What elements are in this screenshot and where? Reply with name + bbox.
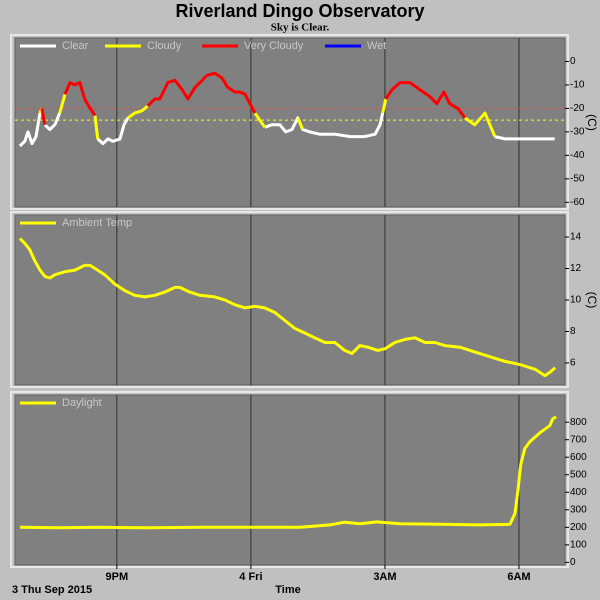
y-tick-label: -10 — [570, 80, 585, 91]
x-tick-label: 6AM — [507, 571, 530, 583]
date-label: 3 Thu Sep 2015 — [12, 584, 92, 596]
plot-area — [14, 37, 566, 208]
y-tick-label: 500 — [570, 469, 587, 480]
y-tick-label: 100 — [570, 539, 587, 550]
y-axis-label: (C) — [585, 114, 599, 131]
y-tick-label: 0 — [570, 557, 576, 568]
x-axis-label: Time — [275, 584, 300, 596]
y-tick-label: 10 — [570, 295, 582, 306]
series-line — [18, 112, 555, 148]
x-tick-label: 4 Fri — [239, 571, 262, 583]
legend-label: Cloudy — [147, 40, 182, 52]
y-tick-label: 400 — [570, 487, 587, 498]
chart-title: Riverland Dingo Observatory — [175, 1, 424, 21]
y-tick-label: 8 — [570, 326, 576, 337]
x-tick-label: 9PM — [106, 571, 129, 583]
chart-subtitle: Sky is Clear. — [271, 22, 330, 34]
y-tick-label: 12 — [570, 263, 582, 274]
legend-label: Very Cloudy — [244, 40, 304, 52]
y-tick-label: 800 — [570, 417, 587, 428]
y-tick-label: -30 — [570, 127, 585, 138]
series-line — [19, 415, 557, 530]
x-tick-label: 3AM — [373, 571, 396, 583]
panel-frame — [10, 34, 569, 210]
y-axis-label: (C) — [585, 292, 599, 309]
series-line — [40, 71, 467, 126]
y-tick-label: -20 — [570, 103, 585, 114]
y-tick-label: 6 — [570, 358, 576, 369]
y-tick-label: 0 — [570, 56, 576, 67]
series-line — [18, 237, 557, 378]
y-tick-label: 300 — [570, 504, 587, 515]
y-tick-label: 14 — [570, 232, 582, 243]
panel-frame — [10, 391, 569, 568]
y-tick-label: -60 — [570, 197, 585, 208]
y-tick-label: 700 — [570, 434, 587, 445]
y-tick-label: -40 — [570, 150, 585, 161]
legend-label: Clear — [62, 40, 89, 52]
y-tick-label: 200 — [570, 522, 587, 533]
y-tick-label: -50 — [570, 173, 585, 184]
plot-area — [14, 214, 566, 386]
legend-label: Daylight — [62, 397, 102, 409]
legend-label: Wet — [367, 40, 386, 52]
y-tick-label: 600 — [570, 452, 587, 463]
plot-area — [14, 394, 566, 566]
legend-label: Ambient Temp — [62, 217, 132, 229]
